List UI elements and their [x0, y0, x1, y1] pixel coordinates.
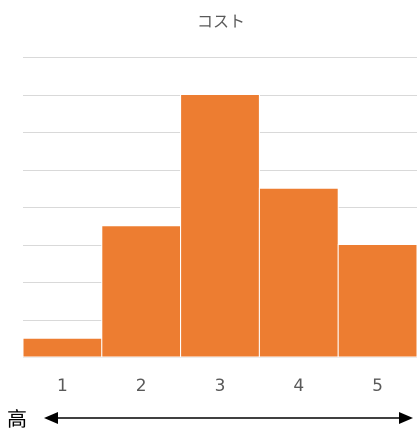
direction-axis: 高 [7, 407, 413, 431]
bar-4 [258, 187, 339, 358]
x-tick-labels: 1 2 3 4 5 [57, 376, 383, 396]
chart-title: コスト [197, 12, 245, 31]
bar-2 [101, 225, 182, 358]
x-tick-label: 1 [57, 376, 68, 396]
bar-3 [180, 94, 260, 358]
bar-5 [337, 244, 417, 358]
direction-arrow-right-head [399, 412, 413, 424]
x-tick-label: 2 [136, 376, 147, 396]
bar-1 [22, 337, 103, 358]
direction-start-label: 高 [7, 407, 27, 431]
direction-arrow-left-head [44, 412, 58, 424]
x-tick-label: 3 [215, 376, 226, 396]
bars [22, 94, 417, 358]
x-tick-label: 4 [293, 376, 304, 396]
x-tick-label: 5 [372, 376, 383, 396]
